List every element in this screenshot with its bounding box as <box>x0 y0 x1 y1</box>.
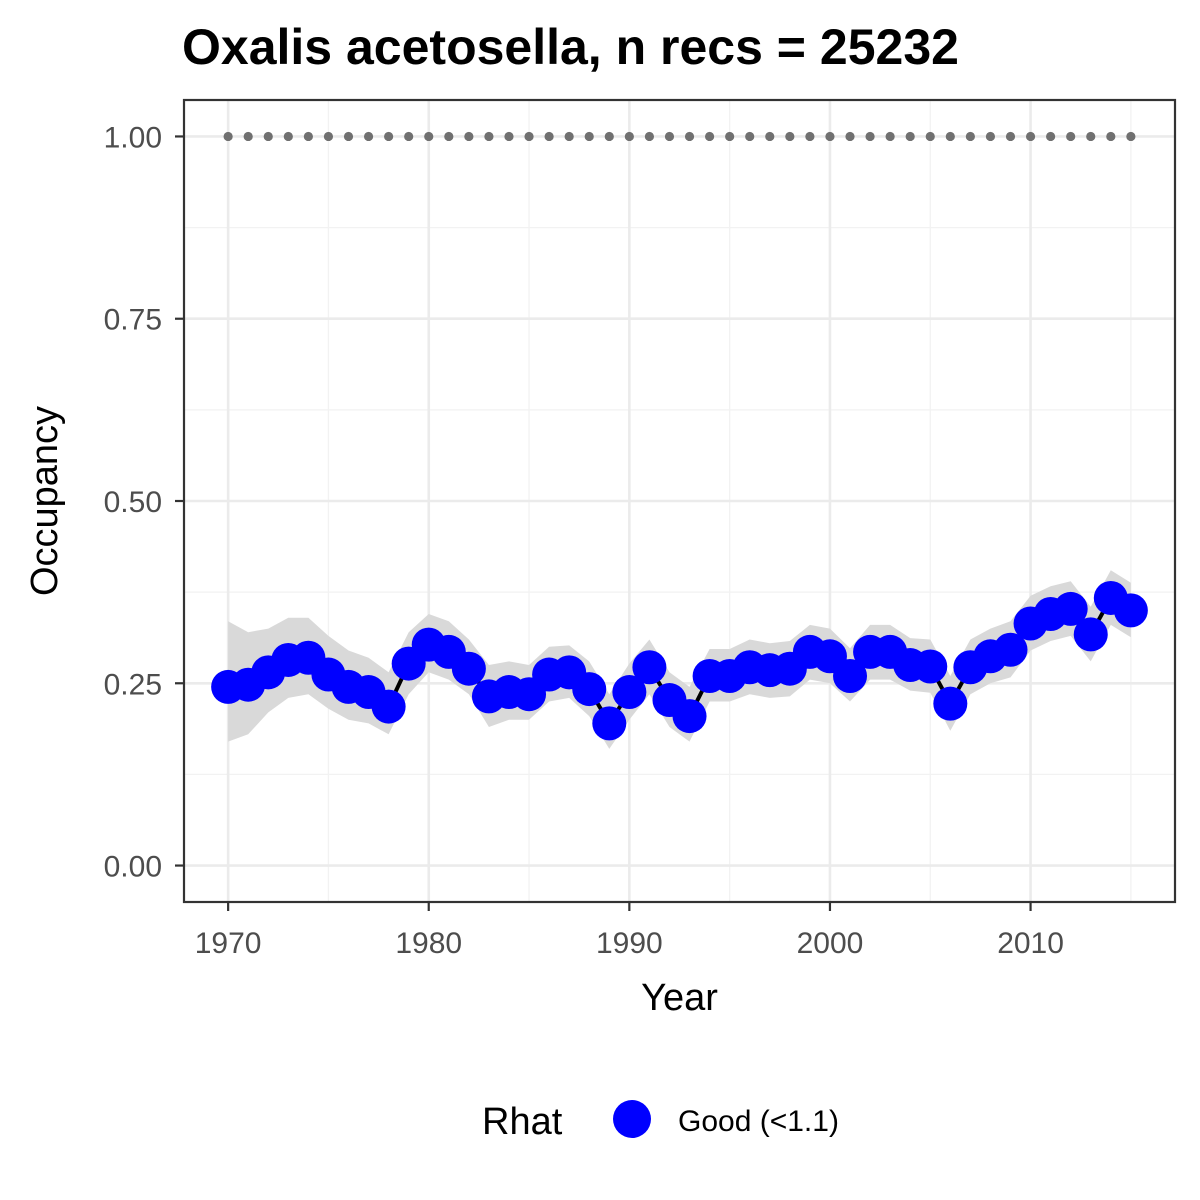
data-point <box>572 672 607 707</box>
reference-dot <box>484 131 494 142</box>
reference-line <box>223 131 1136 142</box>
data-point <box>451 651 486 686</box>
reference-dot <box>323 131 334 142</box>
reference-dot <box>644 131 655 142</box>
data-point <box>933 686 968 721</box>
reference-dot <box>504 131 514 142</box>
x-axis-label: Year <box>641 977 718 1019</box>
reference-dot <box>905 131 915 142</box>
reference-dot <box>604 131 614 142</box>
data-point <box>672 699 707 734</box>
reference-dot <box>745 131 755 142</box>
reference-dot <box>223 131 233 142</box>
y-tick-label: 0.25 <box>104 668 162 701</box>
reference-dot <box>825 131 835 142</box>
reference-dot <box>404 131 414 142</box>
data-point <box>1113 593 1148 628</box>
reference-dot <box>303 131 313 142</box>
reference-dot <box>1126 131 1136 142</box>
data-points <box>211 580 1148 741</box>
reference-dot <box>424 131 434 142</box>
reference-dot <box>1005 131 1016 142</box>
reference-dot <box>1046 131 1056 142</box>
reference-dot <box>704 131 715 142</box>
reference-dot <box>283 131 293 142</box>
reference-dot <box>384 131 394 142</box>
data-point <box>913 649 948 684</box>
reference-dot <box>845 131 855 142</box>
legend-entry-label: Good (<1.1) <box>678 1105 839 1138</box>
reference-dot <box>785 131 795 142</box>
reference-dot <box>544 131 554 142</box>
data-point <box>1053 591 1088 626</box>
data-point <box>612 675 647 710</box>
axes: 1970 1980 1990 2000 2010 0.00 0.25 0.50 0.75 1.00 <box>104 121 1064 960</box>
data-point <box>1073 617 1108 652</box>
reference-dot <box>1025 131 1036 142</box>
y-tick-label: 0.00 <box>104 851 162 884</box>
reference-dot <box>1106 131 1116 142</box>
reference-dot <box>865 131 875 142</box>
y-tick-label: 0.50 <box>104 486 162 519</box>
x-tick-label: 2010 <box>997 927 1064 960</box>
reference-dot <box>1086 131 1096 142</box>
reference-dot <box>444 131 454 142</box>
reference-dot <box>765 131 775 142</box>
reference-dot <box>624 131 634 142</box>
legend-title: Rhat <box>482 1101 563 1143</box>
reference-dot <box>1066 131 1076 142</box>
y-axis-label: Occupancy <box>24 406 66 596</box>
y-tick-label: 0.75 <box>104 304 162 337</box>
reference-dot <box>243 131 253 142</box>
reference-dot <box>363 131 374 142</box>
data-point <box>632 650 667 685</box>
reference-dot <box>464 131 474 142</box>
reference-dot <box>584 131 594 142</box>
data-point <box>371 689 406 724</box>
x-tick-label: 1990 <box>596 927 663 960</box>
reference-dot <box>805 131 815 142</box>
reference-dot <box>564 131 574 142</box>
legend-key-circle <box>613 1100 651 1138</box>
reference-dot <box>664 131 675 142</box>
x-tick-label: 1980 <box>395 927 462 960</box>
legend: Rhat Good (<1.1) <box>482 1100 839 1143</box>
reference-dot <box>343 131 354 142</box>
data-point <box>993 632 1028 667</box>
reference-dot <box>524 131 534 142</box>
data-point <box>833 658 868 693</box>
reference-dot <box>684 131 695 142</box>
y-tick-label: 1.00 <box>104 121 162 154</box>
reference-dot <box>885 131 895 142</box>
reference-dot <box>945 131 955 142</box>
data-point <box>592 706 627 741</box>
reference-dot <box>925 131 935 142</box>
x-tick-label: 1970 <box>195 927 262 960</box>
reference-dot <box>965 131 975 142</box>
x-tick-label: 2000 <box>797 927 864 960</box>
reference-dot <box>725 131 735 142</box>
reference-dot <box>263 131 273 142</box>
chart-title: Oxalis acetosella, n recs = 25232 <box>182 19 959 75</box>
reference-dot <box>985 131 996 142</box>
